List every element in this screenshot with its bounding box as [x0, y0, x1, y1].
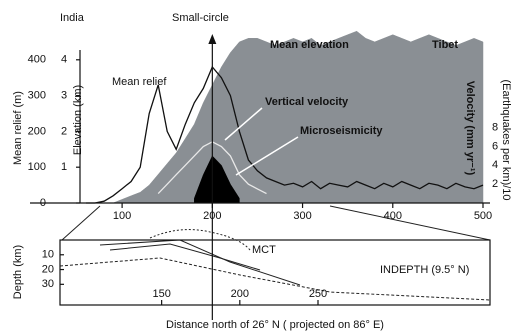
x-tick-label: 150: [152, 288, 170, 300]
y-tick-label: 300: [28, 90, 46, 102]
y-tick-label: 400: [28, 54, 46, 66]
elevation-tick-label: 1: [61, 161, 67, 173]
y-tick-label: 30: [42, 278, 54, 290]
y-tick-label: 20: [42, 263, 54, 275]
y2-axis-title: Velocity (mm yr⁻¹): [464, 81, 476, 176]
y2-tick-label: 8: [492, 122, 498, 134]
x-tick-label: 200: [231, 288, 249, 300]
x-axis-title: Distance north of 26° N ( projected on 8…: [166, 319, 384, 331]
y2-tick-label: 2: [492, 178, 498, 190]
x-tick-label: 500: [474, 210, 492, 222]
arrow-head: [208, 34, 217, 44]
area: [86, 30, 484, 204]
elevation-axis-title: Elevation (km): [72, 85, 84, 155]
x-tick-label: 400: [384, 210, 402, 222]
y-axis-title: Mean relief (m): [12, 91, 24, 165]
y-tick-label: 0: [40, 197, 46, 209]
x-tick-label: 200: [203, 210, 221, 222]
annotation: Tibet: [432, 39, 458, 51]
pointer: [235, 136, 299, 176]
section-sketch: [59, 205, 491, 301]
elevation-tick-label: 3: [61, 90, 67, 102]
annotation: MCT: [252, 244, 276, 256]
y2-axis-title: (Earthquakes per km)/10: [500, 79, 512, 200]
series-label: Mean relief: [112, 76, 167, 88]
y-tick-label: 200: [28, 125, 46, 137]
x-tick-label: 300: [293, 210, 311, 222]
x-tick-label: 100: [113, 210, 131, 222]
series-label: Mean elevation: [270, 39, 349, 51]
y-axis-title: Depth (km): [12, 245, 24, 299]
annotation: Small-circle: [172, 12, 229, 24]
pointer: [224, 107, 263, 141]
series-label: Vertical velocity: [265, 96, 349, 108]
series-label: Microseismicity: [300, 125, 383, 137]
elevation-tick-label: 4: [61, 54, 67, 66]
frame: [59, 239, 491, 306]
x-tick-label: 250: [309, 288, 327, 300]
line: [86, 65, 484, 204]
y2-tick-label: 6: [492, 140, 498, 152]
y-tick-label: 10: [42, 249, 54, 261]
elevation-tick-label: 2: [61, 125, 67, 137]
y2-tick-label: 4: [492, 159, 498, 171]
annotation: INDEPTH (9.5° N): [380, 264, 469, 276]
y-tick-label: 100: [28, 161, 46, 173]
annotation: India: [60, 12, 85, 24]
